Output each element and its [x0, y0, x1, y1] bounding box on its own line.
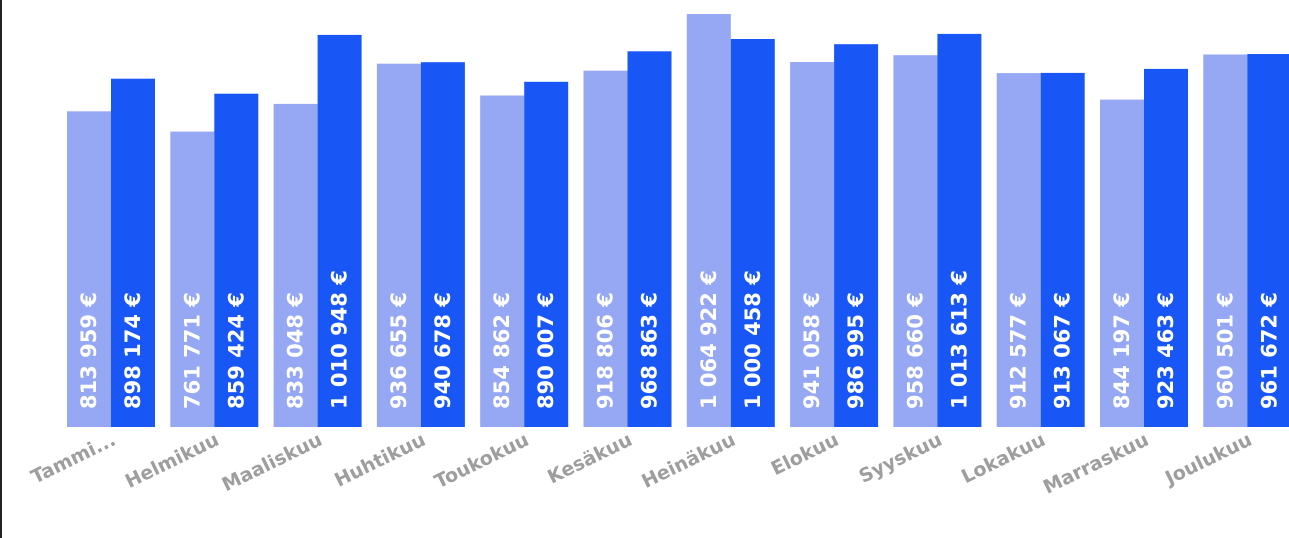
bar-value-label: 913 067 €	[1051, 292, 1075, 409]
bar-dark-10[interactable]	[1144, 68, 1188, 428]
x-tick-label: Marraskuu	[1040, 429, 1152, 499]
bar-value-label: 833 048 €	[284, 292, 308, 409]
bar-dark-7[interactable]	[834, 44, 879, 427]
bar-value-label: 854 862 €	[490, 292, 514, 409]
bar-light-9[interactable]	[996, 73, 1041, 427]
bar-value-label: 923 463 €	[1154, 292, 1178, 409]
bar-light-0[interactable]	[67, 111, 111, 428]
x-tick-label: Huhtikuu	[331, 429, 429, 492]
bar-value-label: 912 577 €	[1007, 292, 1031, 409]
bar-light-4[interactable]	[480, 95, 525, 428]
bar-dark-0[interactable]	[111, 78, 155, 427]
bar-light-1[interactable]	[170, 131, 215, 427]
bar-value-label: 813 959 €	[77, 292, 101, 409]
bar-value-label: 918 806 €	[594, 292, 618, 409]
bar-dark-2[interactable]	[317, 34, 362, 428]
bar-dark-4[interactable]	[524, 81, 569, 428]
bar-value-label: 859 424 €	[224, 292, 248, 409]
x-tick-label: Kesäkuu	[544, 429, 636, 489]
bar-light-5[interactable]	[583, 70, 628, 427]
bar-dark-1[interactable]	[214, 93, 259, 427]
bar-dark-5[interactable]	[627, 51, 672, 428]
bar-value-label: 968 863 €	[638, 292, 662, 409]
bar-value-label: 898 174 €	[121, 292, 145, 409]
bar-value-label: 1 013 613 €	[947, 270, 971, 409]
bar-light-10[interactable]	[1100, 99, 1144, 427]
bar-value-label: 940 678 €	[431, 292, 455, 409]
bar-value-label: 941 058 €	[800, 292, 824, 409]
x-tick-label: Elokuu	[768, 429, 843, 480]
bar-value-label: 844 197 €	[1110, 292, 1134, 409]
x-tick-label: Helmikuu	[122, 429, 223, 493]
bar-value-label: 761 771 €	[180, 292, 204, 409]
bar-light-6[interactable]	[686, 14, 731, 427]
bar-dark-3[interactable]	[420, 62, 465, 427]
bar-value-label: 958 660 €	[903, 292, 927, 409]
panel-left-border	[0, 0, 2, 538]
bar-dark-11[interactable]	[1247, 54, 1289, 427]
bar-dark-8[interactable]	[937, 33, 982, 428]
bar-value-label: 890 007 €	[534, 292, 558, 409]
bar-value-label: 961 672 €	[1257, 292, 1281, 409]
x-tick-label: Joulukuu	[1160, 429, 1255, 491]
x-tick-label: Toukokuu	[431, 429, 532, 493]
bar-dark-9[interactable]	[1040, 72, 1085, 428]
bar-value-label: 1 064 922 €	[697, 270, 721, 409]
bar-light-8[interactable]	[893, 55, 938, 427]
bar-light-2[interactable]	[273, 103, 318, 428]
x-tick-label: Heinäkuu	[638, 429, 739, 493]
bar-value-label: 986 995 €	[844, 292, 868, 409]
bar-value-label: 1 000 458 €	[741, 270, 765, 409]
x-tick-label: Maaliskuu	[219, 429, 326, 496]
bar-value-label: 960 501 €	[1213, 292, 1237, 409]
x-tick-label: Tammi...	[28, 429, 120, 489]
bar-dark-6[interactable]	[730, 39, 775, 427]
bar-value-label: 1 010 948 €	[328, 270, 352, 409]
x-tick-label: Syyskuu	[856, 429, 946, 488]
bar-light-11[interactable]	[1203, 54, 1248, 428]
bar-light-7[interactable]	[790, 62, 835, 427]
x-tick-label: Lokakuu	[958, 429, 1049, 488]
bar-value-label: 936 655 €	[387, 292, 411, 409]
bar-light-3[interactable]	[376, 63, 421, 427]
